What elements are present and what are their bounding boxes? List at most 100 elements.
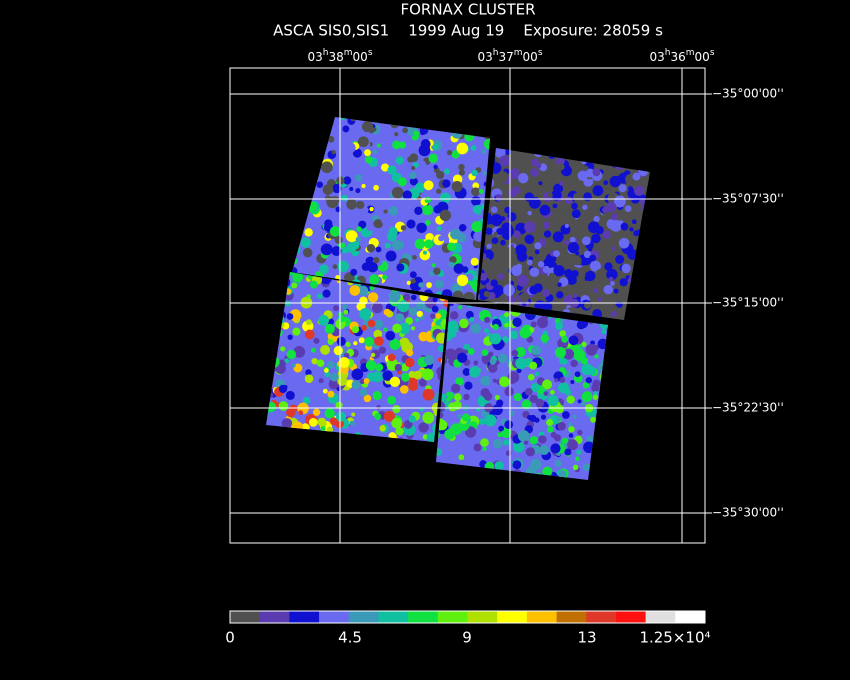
counts-blob [384,242,391,249]
counts-blob [399,337,410,348]
counts-blob [498,425,505,432]
counts-blob [424,219,431,226]
counts-blob [565,196,573,205]
counts-blob [480,438,489,447]
counts-blob [626,303,636,314]
counts-blob [534,417,540,423]
counts-blob [369,274,380,285]
counts-blob [473,360,479,366]
counts-blob [292,134,299,146]
counts-blob [268,356,280,368]
dec-label: −35°00'00'' [712,87,784,101]
ra-label: 03h36m00s [649,48,714,64]
counts-blob [640,275,650,285]
counts-blob [483,181,490,187]
counts-blob [278,384,288,394]
counts-blob [574,456,580,462]
counts-blob [542,466,553,477]
counts-blob [638,275,649,286]
counts-blob [286,407,296,418]
counts-blob [406,349,414,357]
counts-blob [512,230,521,239]
counts-blob [591,233,601,244]
counts-blob [359,388,368,397]
counts-blob [413,130,420,137]
counts-blob [323,434,335,442]
counts-blob [644,230,650,243]
counts-blob [531,215,538,222]
counts-blob [443,300,448,308]
counts-blob [473,443,482,452]
counts-blob [418,282,424,288]
counts-blob [471,196,481,206]
counts-blob [415,301,425,310]
counts-blob [322,184,334,195]
counts-blob [631,280,641,289]
counts-blob [346,199,358,210]
colorbar-label: 9 [462,629,472,647]
counts-blob [258,268,265,275]
counts-blob [555,321,564,330]
counts-blob [523,440,529,445]
counts-blob [543,257,554,269]
counts-blob [281,277,287,283]
counts-blob [463,393,470,401]
counts-blob [564,269,573,278]
counts-blob [341,194,348,202]
counts-blob [603,461,608,472]
counts-blob [482,130,489,137]
counts-blob [272,426,279,434]
counts-blob [452,290,464,300]
counts-blob [462,413,470,422]
counts-blob [600,369,607,375]
detector-chip [436,303,608,480]
counts-blob [538,181,543,186]
counts-blob [583,250,592,259]
counts-blob [311,357,318,365]
counts-blob [552,203,558,209]
counts-blob [442,265,451,274]
counts-blob [396,263,405,272]
counts-blob [495,249,506,261]
counts-blob [529,267,540,278]
counts-blob [367,261,378,273]
counts-blob [266,321,275,330]
counts-blob [639,286,648,296]
counts-blob [322,289,331,298]
counts-blob [483,392,493,401]
counts-blob [470,466,481,477]
counts-blob [485,180,492,188]
counts-blob [308,222,315,229]
counts-blob [459,318,469,329]
counts-blob [266,412,267,422]
counts-blob [642,314,650,320]
counts-blob [606,268,618,281]
counts-blob [618,184,627,193]
counts-blob [418,378,427,387]
counts-blob [577,317,589,329]
counts-blob [492,200,500,208]
counts-blob [312,438,324,442]
counts-blob [361,324,367,331]
counts-blob [639,322,646,329]
counts-blob [313,337,320,344]
counts-blob [304,329,315,340]
counts-blob [397,177,407,187]
counts-blob [408,306,418,316]
counts-blob [372,391,382,401]
counts-blob [409,171,417,180]
counts-blob [600,461,606,467]
counts-blob [379,425,386,432]
counts-blob [463,343,470,350]
counts-blob [603,284,614,295]
counts-blob [513,207,520,214]
counts-blob [611,161,618,168]
counts-blob [477,471,484,478]
counts-blob [458,169,465,176]
counts-blob [399,385,409,394]
counts-blob [609,219,622,232]
counts-blob [334,235,343,244]
counts-blob [582,381,590,389]
counts-blob [451,127,463,139]
counts-blob [383,308,391,316]
